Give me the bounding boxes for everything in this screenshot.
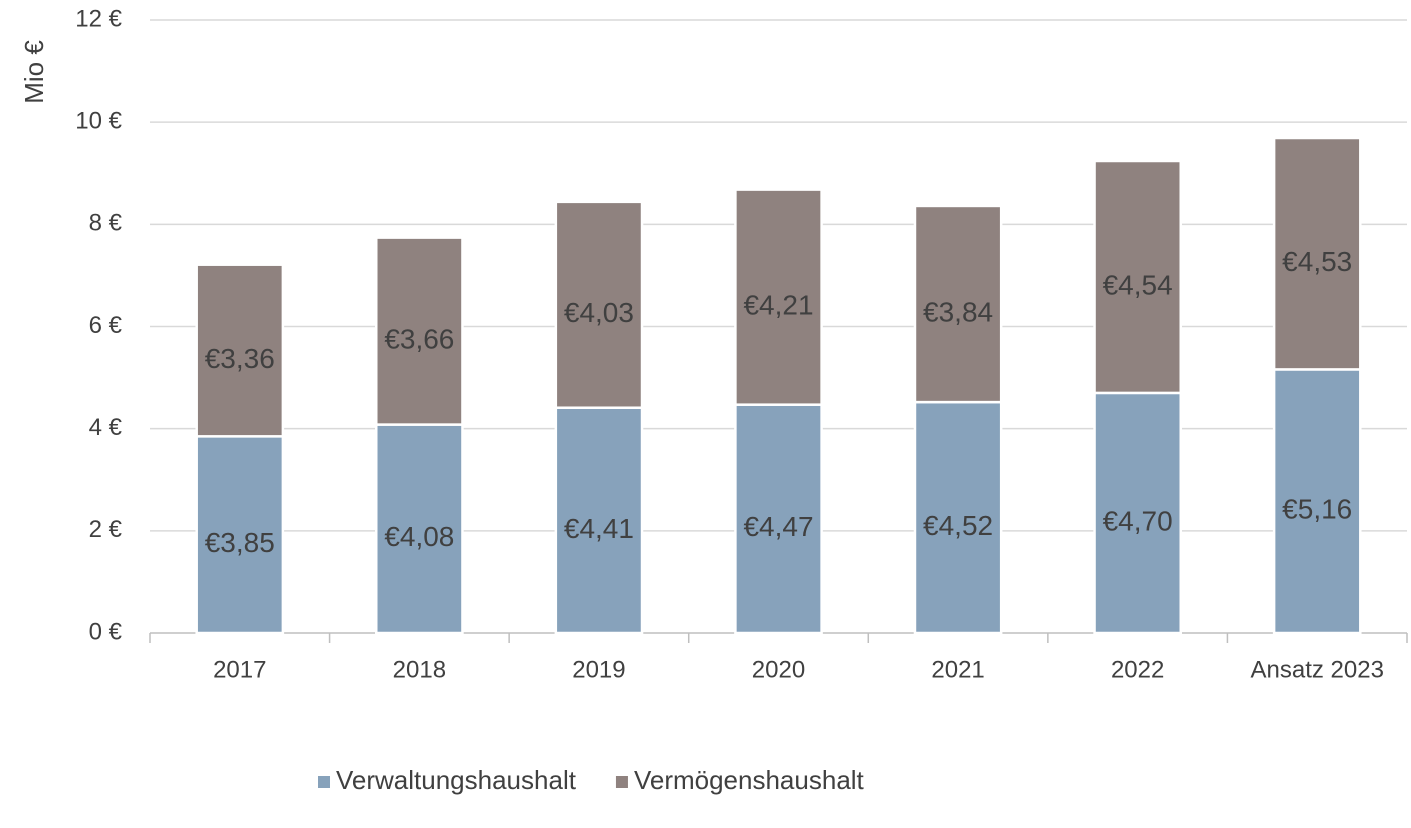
x-tick-label: 2019 [572,656,625,683]
data-label: €3,85 [205,527,275,558]
legend-label: Verwaltungshaushalt [336,765,577,795]
bar-segment [1272,368,1362,635]
data-label: €4,54 [1103,269,1173,300]
data-label: €3,36 [205,343,275,374]
bar-segment [1093,391,1182,635]
bar-segment [913,204,1003,404]
legend-label: Vermögenshaushalt [634,765,865,795]
x-tick-label: 2018 [393,656,446,683]
bar-segment [1093,159,1182,395]
bar-segment [913,400,1003,635]
y-tick-label: 12 € [75,5,122,32]
bar-segment [375,236,464,426]
x-tick-label: Ansatz 2023 [1250,656,1383,683]
y-tick-label: 10 € [75,108,122,135]
x-tick-label: 2017 [213,656,266,683]
data-label: €3,84 [923,296,993,327]
y-tick-label: 2 € [89,516,123,543]
bar-segment [195,435,285,635]
data-label: €4,53 [1282,246,1352,277]
y-tick-label: 8 € [89,210,123,237]
y-tick-label: 4 € [89,414,123,441]
bar-segment [734,188,823,406]
legend-swatch [318,776,330,788]
data-label: €4,21 [743,290,813,321]
data-label: €4,41 [564,513,634,544]
y-tick-label: 6 € [89,312,123,339]
data-label: €3,66 [384,323,454,354]
bar-segment [1272,136,1362,371]
y-axis-label: Mio € [19,40,49,104]
data-label: €4,47 [743,511,813,542]
bar-segment [554,200,644,409]
data-label: €4,52 [923,510,993,541]
data-label: €4,03 [564,297,634,328]
bar-segment [195,263,285,438]
y-tick-label: 0 € [89,618,123,645]
x-tick-label: 2020 [752,656,805,683]
data-label: €4,08 [384,521,454,552]
x-tick-label: 2022 [1111,656,1164,683]
x-tick-label: 2021 [931,656,984,683]
legend-swatch [615,776,628,788]
bar-segment [375,423,464,635]
data-label: €4,70 [1103,505,1173,536]
bar-segment [554,406,644,635]
data-label: €5,16 [1282,494,1352,525]
